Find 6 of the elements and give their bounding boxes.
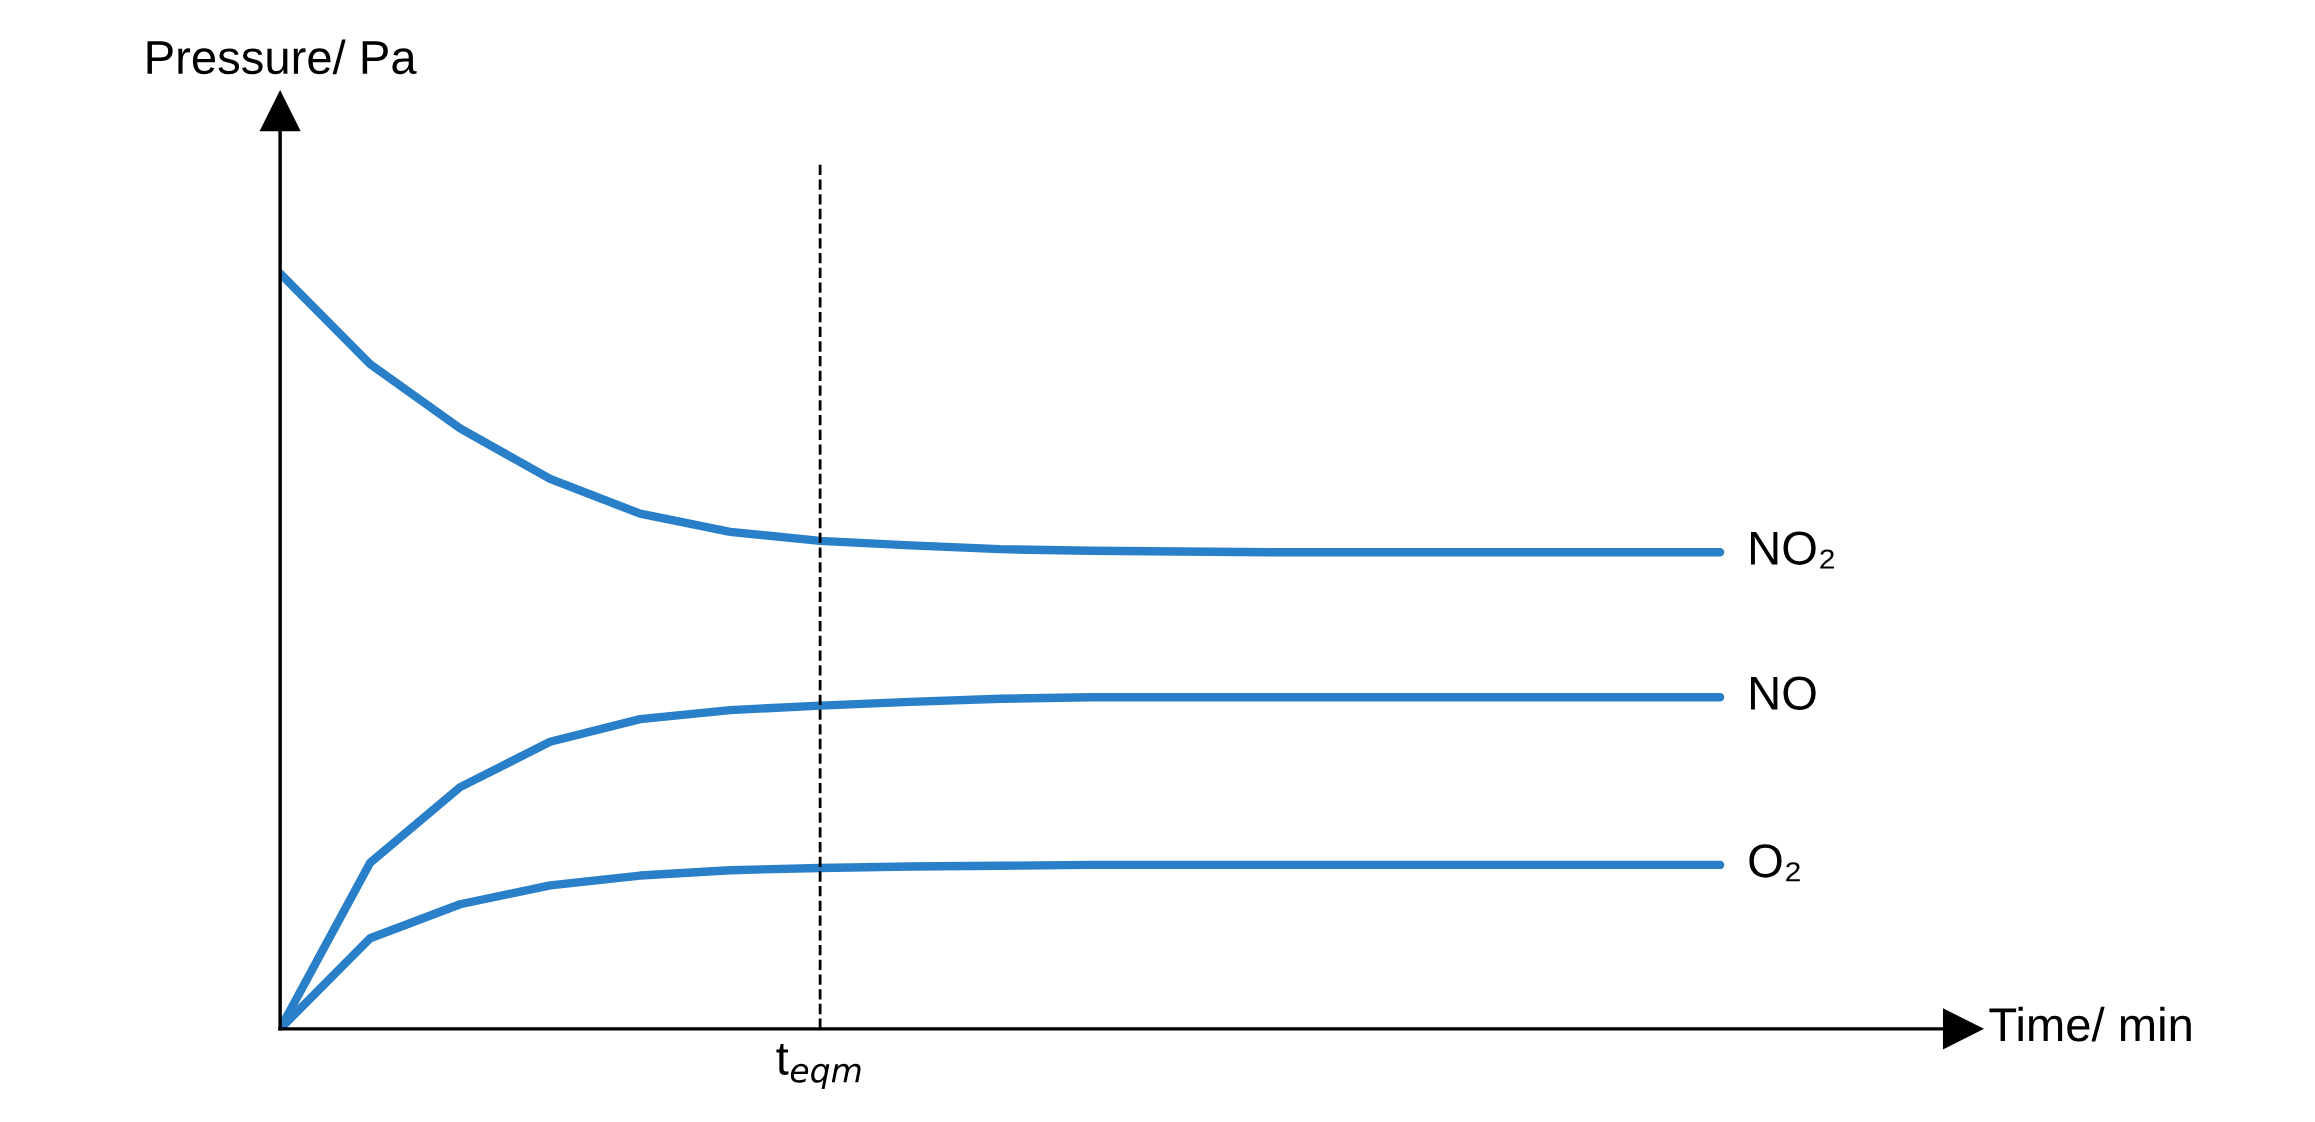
series-label: O₂: [1749, 844, 1800, 882]
y-axis-title: Pressure/ Pa: [147, 39, 417, 75]
series-label: NO₂: [1750, 531, 1834, 569]
series-label: NO: [1750, 676, 1816, 710]
x-axis-title: Time/ min: [1989, 1006, 2191, 1042]
text: t$_{eqm}$: [776, 1043, 861, 1090]
